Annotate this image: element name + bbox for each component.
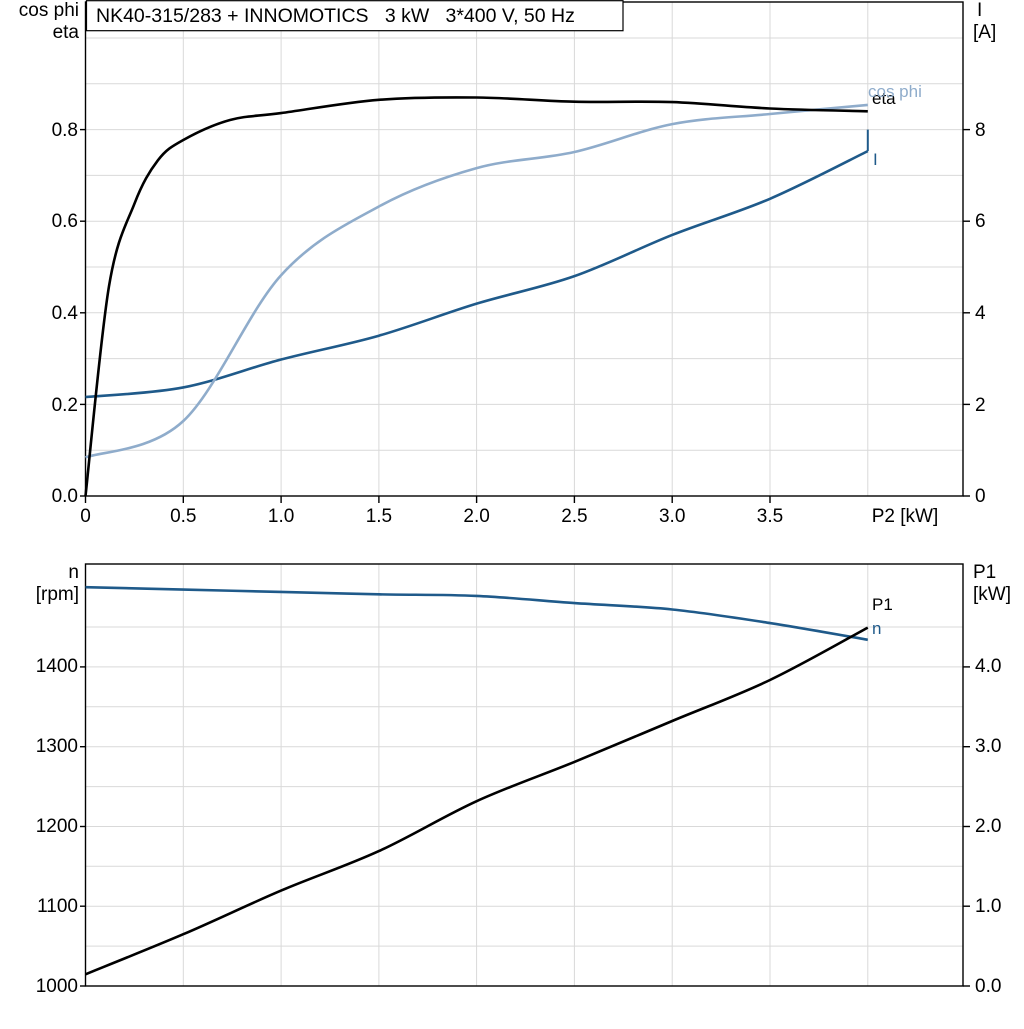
svg-text:1300: 1300 (36, 736, 78, 757)
svg-text:2.5: 2.5 (561, 506, 587, 527)
svg-text:8: 8 (975, 120, 986, 141)
svg-text:1.5: 1.5 (366, 506, 392, 527)
svg-text:3.0: 3.0 (659, 506, 685, 527)
svg-text:I: I (873, 150, 878, 169)
svg-text:0.4: 0.4 (52, 303, 79, 324)
svg-text:0: 0 (975, 486, 986, 507)
svg-text:0.5: 0.5 (170, 506, 196, 527)
svg-text:2.0: 2.0 (975, 816, 1001, 837)
svg-text:0: 0 (80, 506, 91, 527)
svg-text:3.0: 3.0 (975, 736, 1001, 757)
svg-text:P2 [kW]: P2 [kW] (872, 506, 939, 527)
svg-text:0.8: 0.8 (52, 120, 78, 141)
svg-text:3.5: 3.5 (757, 506, 783, 527)
svg-text:6: 6 (975, 211, 986, 232)
svg-text:2: 2 (975, 395, 986, 416)
svg-text:n: n (68, 562, 79, 583)
svg-text:eta: eta (53, 22, 80, 43)
svg-text:1200: 1200 (36, 816, 78, 837)
svg-text:1.0: 1.0 (975, 896, 1001, 917)
svg-text:P1: P1 (872, 595, 893, 614)
svg-text:0.0: 0.0 (52, 486, 78, 507)
svg-text:2.0: 2.0 (463, 506, 489, 527)
svg-text:[kW]: [kW] (973, 584, 1011, 605)
svg-text:4.0: 4.0 (975, 656, 1001, 677)
svg-text:0.2: 0.2 (52, 395, 78, 416)
svg-text:cos phi: cos phi (19, 0, 79, 21)
svg-text:0.0: 0.0 (975, 976, 1001, 997)
svg-text:1400: 1400 (36, 656, 78, 677)
svg-text:n: n (872, 619, 881, 638)
svg-text:I: I (977, 0, 982, 21)
svg-text:NK40-315/283 + INNOMOTICS 3: NK40-315/283 + INNOMOTICS 3 kW 3*400 V, … (96, 5, 575, 27)
svg-text:[A]: [A] (973, 22, 996, 43)
svg-text:P1: P1 (973, 562, 996, 583)
svg-text:cos phi: cos phi (868, 82, 922, 101)
svg-text:1100: 1100 (37, 896, 78, 917)
svg-text:0.6: 0.6 (52, 211, 78, 232)
svg-text:[rpm]: [rpm] (36, 584, 79, 605)
svg-text:4: 4 (975, 303, 986, 324)
svg-text:1.0: 1.0 (268, 506, 294, 527)
svg-text:1000: 1000 (36, 976, 78, 997)
